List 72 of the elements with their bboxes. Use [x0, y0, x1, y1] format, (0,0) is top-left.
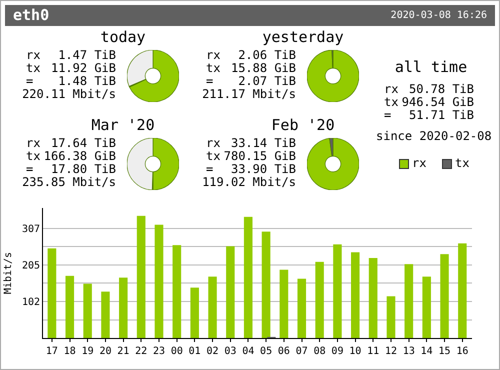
chart-title: today [99, 28, 147, 46]
chart-title: Mar '20 [90, 116, 156, 134]
x-tick-label: 03 [224, 346, 236, 357]
text: tx [206, 61, 220, 75]
text: since 2020-02-08 [376, 129, 492, 143]
text: 15.88 GiB [230, 61, 296, 75]
text: rx [206, 136, 220, 150]
x-tick-label: 11 [367, 346, 380, 357]
y-tick-label: 102 [22, 297, 40, 308]
text: all time [394, 58, 468, 76]
x-tick-label: 08 [314, 346, 326, 357]
x-tick-label: 01 [188, 346, 201, 357]
text: 1.48 TiB [58, 74, 116, 88]
x-tick-label: 13 [402, 346, 415, 357]
text: rx [26, 48, 40, 62]
x-tick-label: 02 [206, 346, 219, 357]
x-tick-label: 18 [64, 346, 76, 357]
x-tick-label: 09 [331, 346, 344, 357]
x-tick-label: 19 [82, 346, 94, 357]
text: 235.85 Mbit/s [22, 175, 116, 189]
text: 33.14 TiB [230, 136, 296, 150]
text: 166.38 GiB [44, 149, 116, 163]
text: 1.47 TiB [58, 48, 116, 62]
x-tick-label: 07 [296, 346, 308, 357]
text: = [26, 162, 34, 176]
text: = [384, 108, 392, 122]
x-tick-label: 16 [456, 346, 468, 357]
x-tick-label: 10 [349, 346, 362, 357]
text: eth0 [13, 6, 50, 24]
text: 780.15 GiB [224, 149, 296, 163]
x-tick-label: 06 [278, 346, 290, 357]
text: tx [384, 95, 398, 109]
x-tick-label: 04 [242, 346, 254, 357]
x-tick-label: 00 [170, 346, 183, 357]
chart-title: yesterday [261, 28, 345, 46]
text: = [206, 74, 214, 88]
x-tick-label: 22 [135, 346, 148, 357]
text: rx [206, 48, 220, 62]
legend-label: tx [455, 156, 470, 170]
x-tick-label: 12 [384, 346, 398, 357]
text: = [206, 162, 214, 176]
text: rx [26, 136, 40, 150]
y-tick-label: 205 [22, 260, 40, 272]
text: tx [26, 149, 40, 163]
x-tick-label: 14 [420, 346, 433, 357]
text: 220.11 Mbit/s [22, 87, 116, 101]
text: 119.02 Mbit/s [202, 175, 296, 189]
text: 946.54 GiB [402, 95, 474, 109]
text: 211.17 Mbit/s [202, 87, 296, 101]
text: tx [26, 61, 40, 75]
text: 2.06 TiB [238, 48, 296, 62]
y-tick-label: 307 [22, 224, 40, 235]
text: rx [384, 82, 398, 96]
text: 17.80 TiB [50, 162, 116, 176]
text: 2.07 TiB [238, 74, 296, 88]
x-tick-label: 15 [438, 346, 451, 357]
x-tick-label: 17 [46, 346, 58, 357]
y-axis-title: Mibit/s [2, 252, 14, 294]
text: 51.71 TiB [408, 108, 474, 122]
x-tick-label: 21 [117, 346, 130, 357]
text: 11.92 GiB [50, 61, 116, 75]
text: 33.90 TiB [230, 162, 296, 176]
x-tick-label: 20 [99, 346, 112, 357]
text: 17.64 TiB [50, 136, 116, 150]
text: 50.78 TiB [408, 82, 474, 96]
chart-title: Feb '20 [271, 116, 335, 134]
text: = [26, 74, 34, 88]
text: tx [206, 149, 220, 163]
legend-label: rx [412, 156, 426, 170]
x-tick-label: 05 [260, 346, 272, 357]
x-tick-label: 23 [152, 346, 166, 357]
text: 2020-03-08 16:26 [390, 9, 487, 22]
